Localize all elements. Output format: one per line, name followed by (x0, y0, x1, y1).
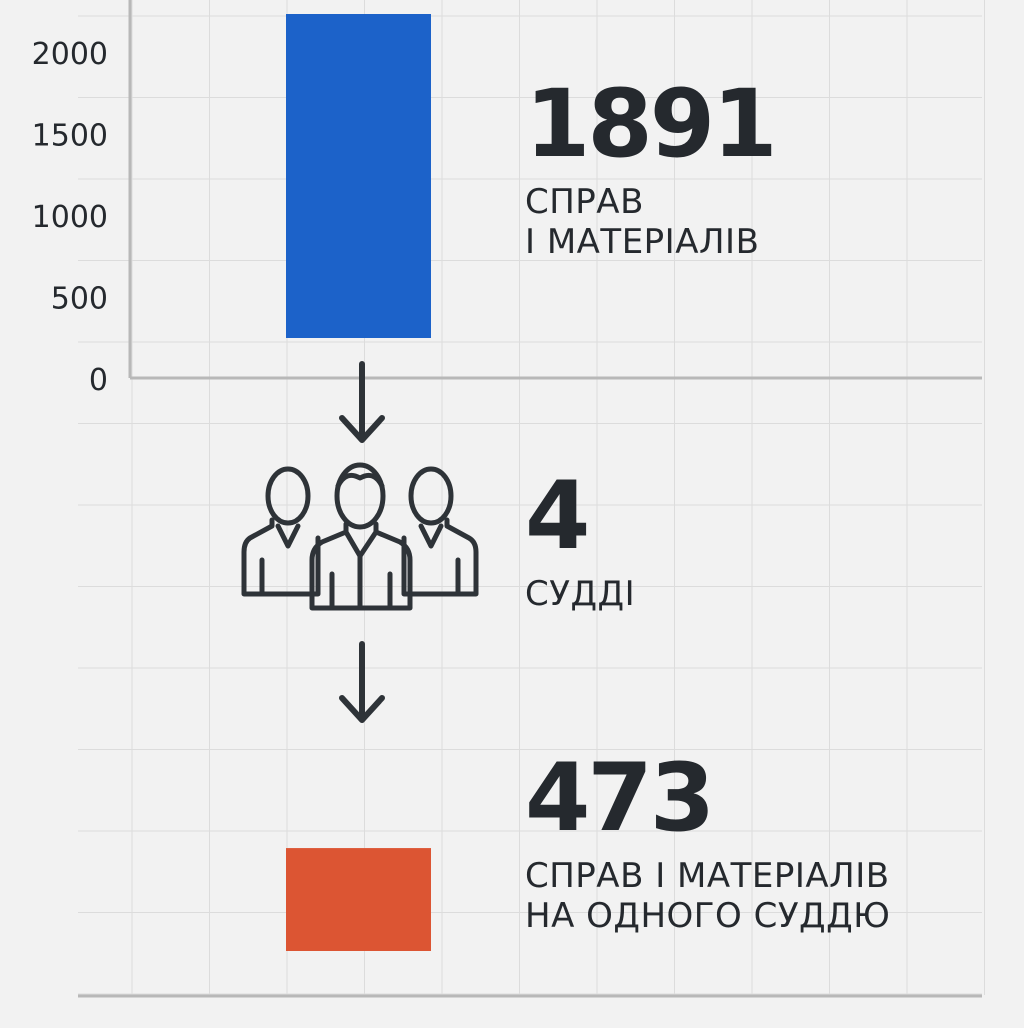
stat-label-line: СПРАВ (525, 182, 644, 222)
judges-group-icon (241, 462, 479, 611)
judge-left-icon (241, 466, 321, 597)
y-tick-label: 1500 (32, 119, 108, 154)
y-axis: 0 500 1000 1500 2000 (32, 0, 982, 998)
y-tick-label: 0 (89, 363, 108, 398)
stat-number: 473 (525, 744, 715, 853)
bar-total-cases (286, 14, 431, 338)
y-tick-label: 500 (51, 282, 108, 317)
arrow-down-icon (339, 641, 385, 723)
stat-total-cases: 1891 СПРАВ І МАТЕРІАЛІВ (525, 70, 778, 263)
bar-cases-per-judge (286, 848, 431, 951)
stat-label-line: НА ОДНОГО СУДДЮ (525, 896, 891, 936)
y-tick-label: 2000 (32, 37, 108, 72)
y-tick-label: 1000 (32, 200, 108, 235)
stat-label-line: СУДДІ (525, 574, 636, 614)
stat-cases-per-judge: 473 СПРАВ І МАТЕРІАЛІВ НА ОДНОГО СУДДЮ (525, 744, 891, 937)
arrow-down-icon (339, 361, 385, 443)
bars (286, 14, 431, 951)
grid (78, 0, 985, 995)
stat-label-line: І МАТЕРІАЛІВ (525, 222, 760, 262)
stat-number: 4 (525, 462, 590, 571)
judge-right-icon (401, 466, 479, 597)
stat-number: 1891 (525, 70, 778, 179)
judge-center-icon (309, 462, 413, 611)
stat-judges: 4 СУДДІ (525, 462, 636, 615)
stat-label-line: СПРАВ І МАТЕРІАЛІВ (525, 856, 890, 896)
